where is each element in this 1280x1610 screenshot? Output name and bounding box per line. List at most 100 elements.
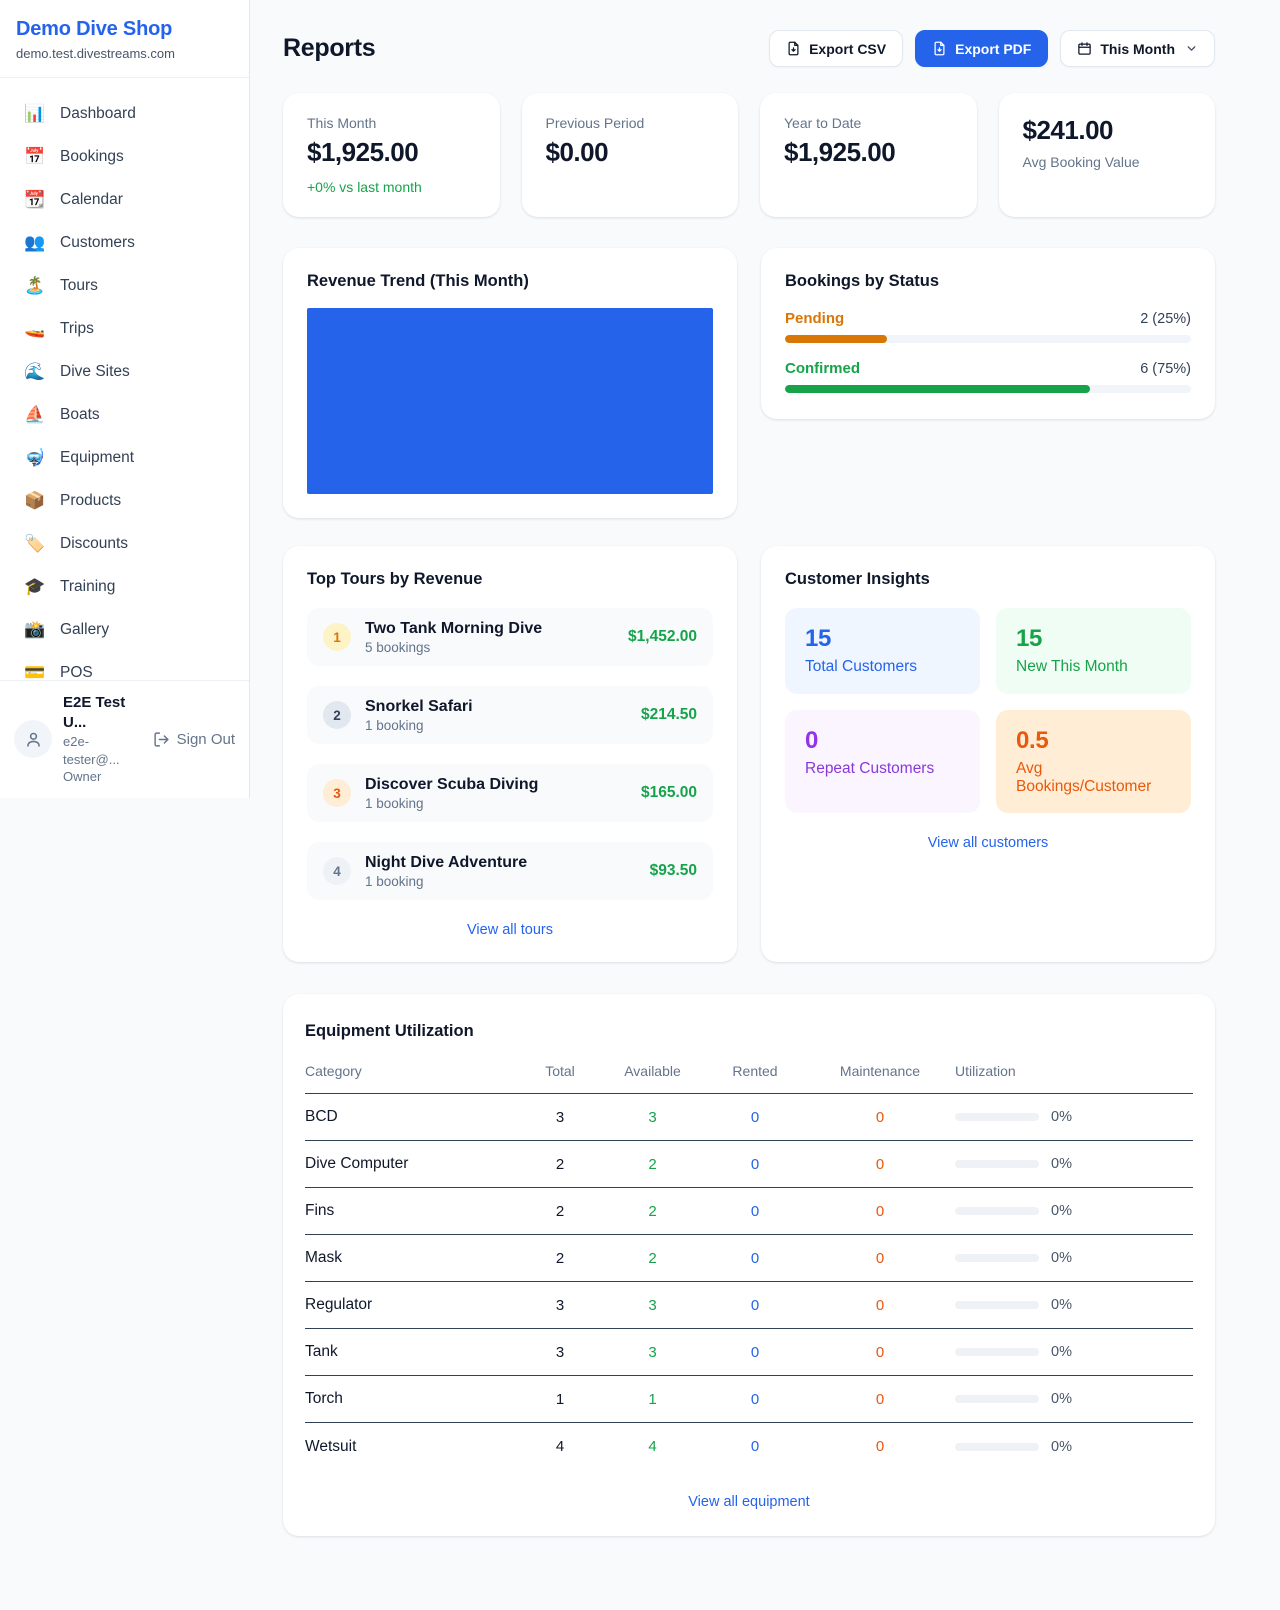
table-row: Wetsuit 4 4 0 0 0% bbox=[305, 1423, 1193, 1470]
sidebar-item-label: Tours bbox=[60, 276, 98, 294]
equipment-available: 3 bbox=[648, 1296, 657, 1314]
insight-tile: 15 New This Month bbox=[996, 608, 1191, 694]
view-all-equipment-link[interactable]: View all equipment bbox=[688, 1494, 810, 1510]
page-title: Reports bbox=[283, 34, 376, 62]
column-header-total: Total bbox=[545, 1063, 575, 1079]
tour-row[interactable]: 4 Night Dive Adventure 1 booking $93.50 bbox=[307, 842, 713, 900]
insight-value: 15 bbox=[805, 625, 832, 652]
column-header-available: Available bbox=[624, 1063, 681, 1079]
sidebar-item-label: POS bbox=[60, 663, 93, 681]
sidebar-item[interactable]: 📆 Calendar bbox=[12, 178, 237, 221]
utilization-bar bbox=[955, 1301, 1039, 1309]
tour-info: Night Dive Adventure 1 booking bbox=[365, 854, 636, 889]
sidebar-item-icon: 🏷️ bbox=[24, 534, 46, 553]
column-header-rented: Rented bbox=[732, 1063, 778, 1079]
sidebar-item-label: Calendar bbox=[60, 190, 123, 208]
sidebar-item-label: Boats bbox=[60, 405, 100, 423]
equipment-total: 3 bbox=[555, 1343, 565, 1361]
equipment-category: Mask bbox=[305, 1249, 343, 1266]
equipment-maintenance: 0 bbox=[875, 1155, 885, 1173]
export-pdf-button[interactable]: Export PDF bbox=[915, 30, 1049, 67]
table-row: Dive Computer 2 2 0 0 0% bbox=[305, 1141, 1193, 1188]
chevron-down-icon bbox=[1187, 46, 1196, 51]
equipment-category: BCD bbox=[305, 1108, 338, 1125]
insight-tiles: 15 Total Customers 15 New This Month 0 R… bbox=[785, 608, 1191, 813]
insight-label: New This Month bbox=[1016, 658, 1128, 675]
equipment-rented: 0 bbox=[750, 1108, 760, 1126]
customer-insights-card: Customer Insights 15 Total Customers 15 … bbox=[761, 546, 1215, 962]
column-header-category: Category bbox=[305, 1063, 362, 1079]
status-label: Confirmed bbox=[785, 360, 860, 377]
utilization-bar bbox=[955, 1442, 1039, 1451]
utilization-bar bbox=[955, 1207, 1039, 1215]
utilization-percent: 0% bbox=[1051, 1391, 1072, 1407]
equipment-rented: 0 bbox=[750, 1155, 760, 1173]
sign-out-button[interactable]: Sign Out bbox=[153, 731, 235, 748]
tour-row[interactable]: 3 Discover Scuba Diving 1 booking $165.0… bbox=[307, 764, 713, 822]
insight-label: Total Customers bbox=[805, 658, 917, 675]
equipment-maintenance: 0 bbox=[875, 1390, 885, 1408]
bookings-by-status-title: Bookings by Status bbox=[785, 272, 940, 290]
sidebar-item[interactable]: ⛵ Boats bbox=[12, 393, 237, 436]
view-all-customers-link[interactable]: View all customers bbox=[927, 835, 1049, 851]
person-icon bbox=[26, 732, 40, 747]
utilization-cell: 0% bbox=[955, 1391, 1193, 1407]
sidebar-item[interactable]: 🚤 Trips bbox=[12, 307, 237, 350]
column-header-utilization: Utilization bbox=[955, 1063, 1016, 1079]
sidebar-item[interactable]: 📸 Gallery bbox=[12, 608, 237, 651]
equipment-available: 1 bbox=[648, 1390, 657, 1408]
sidebar-item[interactable]: 🏝️ Tours bbox=[12, 264, 237, 307]
sidebar-item[interactable]: 📅 Bookings bbox=[12, 135, 237, 178]
period-select[interactable]: This Month bbox=[1060, 30, 1215, 67]
equipment-available: 2 bbox=[648, 1249, 657, 1267]
tour-row[interactable]: 2 Snorkel Safari 1 booking $214.50 bbox=[307, 686, 713, 744]
table-row: Regulator 3 3 0 0 0% bbox=[305, 1282, 1193, 1329]
equipment-maintenance: 0 bbox=[875, 1296, 885, 1314]
tour-row[interactable]: 1 Two Tank Morning Dive 5 bookings $1,45… bbox=[307, 608, 713, 666]
sidebar-item[interactable]: 📊 Dashboard bbox=[12, 92, 237, 135]
sidebar-item[interactable]: 📦 Products bbox=[12, 479, 237, 522]
main-content: Reports Export CSV Export PDF This Month… bbox=[250, 0, 1280, 1576]
sidebar-item-icon: 🏝️ bbox=[24, 276, 46, 295]
sidebar-item-icon: 🚤 bbox=[24, 319, 46, 338]
equipment-table-header: Category Total Available Rented Maintena… bbox=[305, 1063, 1193, 1094]
tour-name: Two Tank Morning Dive bbox=[365, 619, 543, 637]
sidebar-item[interactable]: 👥 Customers bbox=[12, 221, 237, 264]
equipment-category: Regulator bbox=[305, 1296, 373, 1313]
utilization-percent: 0% bbox=[1051, 1203, 1072, 1219]
sidebar-item[interactable]: 🌊 Dive Sites bbox=[12, 350, 237, 393]
view-all-tours-link[interactable]: View all tours bbox=[467, 922, 553, 938]
status-progress-fill bbox=[785, 335, 887, 343]
utilization-bar bbox=[955, 1348, 1039, 1356]
utilization-percent: 0% bbox=[1051, 1250, 1072, 1266]
sidebar-item[interactable]: 🤿 Equipment bbox=[12, 436, 237, 479]
rank-badge: 2 bbox=[323, 701, 351, 729]
sidebar-item-icon: 📅 bbox=[24, 147, 46, 166]
table-row: Fins 2 2 0 0 0% bbox=[305, 1188, 1193, 1235]
user-footer: E2E Test U... e2e-tester@... Owner Sign … bbox=[0, 679, 249, 798]
tour-info: Two Tank Morning Dive 5 bookings bbox=[365, 620, 614, 655]
sidebar-item[interactable]: 🎓 Training bbox=[12, 565, 237, 608]
equipment-category: Tank bbox=[305, 1343, 338, 1360]
revenue-trend-title: Revenue Trend (This Month) bbox=[307, 272, 529, 290]
stat-change: +0% vs last month bbox=[307, 179, 422, 195]
export-csv-label: Export CSV bbox=[809, 40, 887, 57]
sidebar-item[interactable]: 🏷️ Discounts bbox=[12, 522, 237, 565]
equipment-maintenance: 0 bbox=[875, 1249, 885, 1267]
utilization-cell: 0% bbox=[955, 1156, 1193, 1172]
rank-badge: 1 bbox=[323, 623, 351, 651]
tour-bookings: 1 booking bbox=[365, 873, 424, 889]
equipment-utilization-title: Equipment Utilization bbox=[305, 1022, 474, 1040]
export-csv-button[interactable]: Export CSV bbox=[769, 30, 904, 67]
sidebar-item-icon: 💳 bbox=[24, 663, 46, 682]
revenue-trend-chart bbox=[307, 308, 713, 494]
sidebar-item-icon: 🌊 bbox=[24, 362, 46, 381]
sidebar-item-label: Gallery bbox=[60, 620, 110, 638]
utilization-cell: 0% bbox=[955, 1109, 1193, 1125]
sidebar-item-label: Equipment bbox=[60, 448, 135, 466]
sidebar-item[interactable]: 💳 POS bbox=[12, 651, 237, 694]
insight-value: 15 bbox=[1016, 625, 1043, 652]
equipment-maintenance: 0 bbox=[875, 1438, 885, 1455]
tour-info: Snorkel Safari 1 booking bbox=[365, 698, 627, 733]
equipment-rented: 0 bbox=[750, 1296, 760, 1314]
